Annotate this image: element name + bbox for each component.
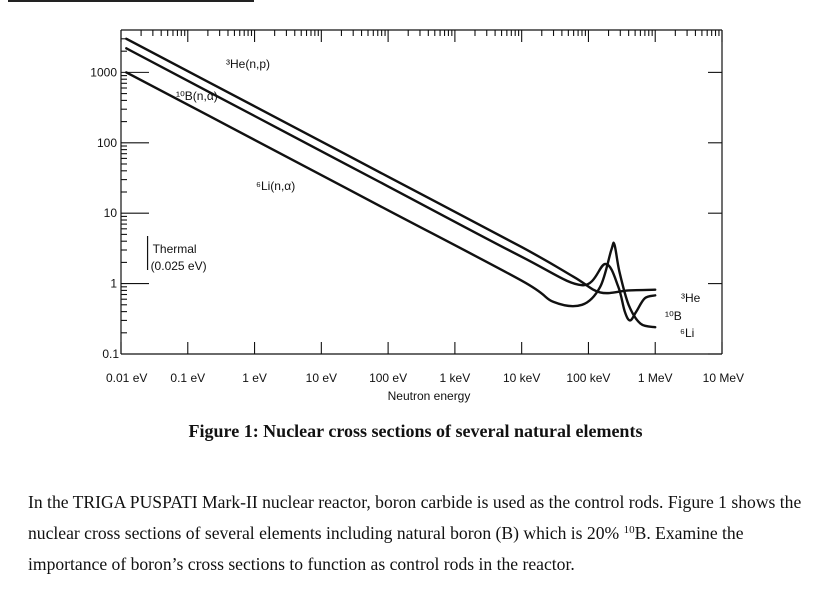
x-tick-label: 1 keV bbox=[440, 371, 471, 385]
series-label-Li6: ⁶Li(n,α) bbox=[256, 179, 295, 193]
chart-labels: 0.01 eV 0.1 eV 1 eV 10 eV 100 eV 1 keV 10 keV 1… bbox=[90, 57, 744, 403]
paragraph-part1: In the TRIGA PUSPATI Mark-II nuclear rea… bbox=[28, 492, 802, 543]
series-label-B10: ¹⁰B(n,α) bbox=[176, 89, 218, 103]
x-tick-label: 1 eV bbox=[242, 371, 267, 385]
x-tick-label: 0.1 eV bbox=[170, 371, 205, 385]
cross-section-chart: 0.01 eV 0.1 eV 1 eV 10 eV 100 eV 1 keV 10 keV 1… bbox=[90, 29, 744, 403]
x-axis-label: Neutron energy bbox=[388, 389, 471, 403]
figure-caption: Figure 1: Nuclear cross sections of seve… bbox=[0, 421, 831, 442]
y-tick-label: 0.1 bbox=[102, 347, 119, 361]
y-tick-label: 100 bbox=[97, 136, 117, 150]
x-tick-label: 10 keV bbox=[503, 371, 540, 385]
series-curve-He3 bbox=[125, 37, 657, 295]
y-tick-label: 10 bbox=[104, 206, 118, 220]
figure-caption-text: Figure 1: Nuclear cross sections of seve… bbox=[188, 421, 643, 441]
series-end-label-He3: ³He bbox=[681, 291, 701, 305]
paragraph-superscript: 10 bbox=[623, 524, 635, 536]
series-curve-B10 bbox=[125, 47, 657, 322]
series-label-He3: ³He(n,p) bbox=[226, 57, 270, 71]
chart-curves bbox=[125, 37, 657, 329]
x-tick-label: 10 MeV bbox=[703, 371, 744, 385]
top-rule bbox=[8, 0, 254, 2]
chart-ticks bbox=[120, 30, 723, 355]
y-tick-label: 1 bbox=[110, 277, 117, 291]
x-tick-label: 0.01 eV bbox=[106, 371, 147, 385]
thermal-label: Thermal bbox=[153, 242, 197, 256]
question-paragraph: In the TRIGA PUSPATI Mark-II nuclear rea… bbox=[28, 487, 818, 580]
x-tick-label: 1 MeV bbox=[638, 371, 673, 385]
series-curve-Li6 bbox=[125, 71, 657, 329]
series-end-label-Li6: ⁶Li bbox=[680, 326, 694, 340]
x-tick-label: 10 eV bbox=[306, 371, 337, 385]
chart-axes bbox=[120, 29, 723, 355]
series-end-label-B10: ¹⁰B bbox=[665, 309, 682, 323]
paragraph-part2: B. Examine the importance of boron’s cro… bbox=[28, 523, 744, 574]
x-tick-label: 100 eV bbox=[369, 371, 407, 385]
thermal-energy-label: (0.025 eV) bbox=[151, 259, 207, 273]
y-tick-label: 1000 bbox=[90, 65, 117, 79]
x-tick-label: 100 keV bbox=[566, 371, 610, 385]
